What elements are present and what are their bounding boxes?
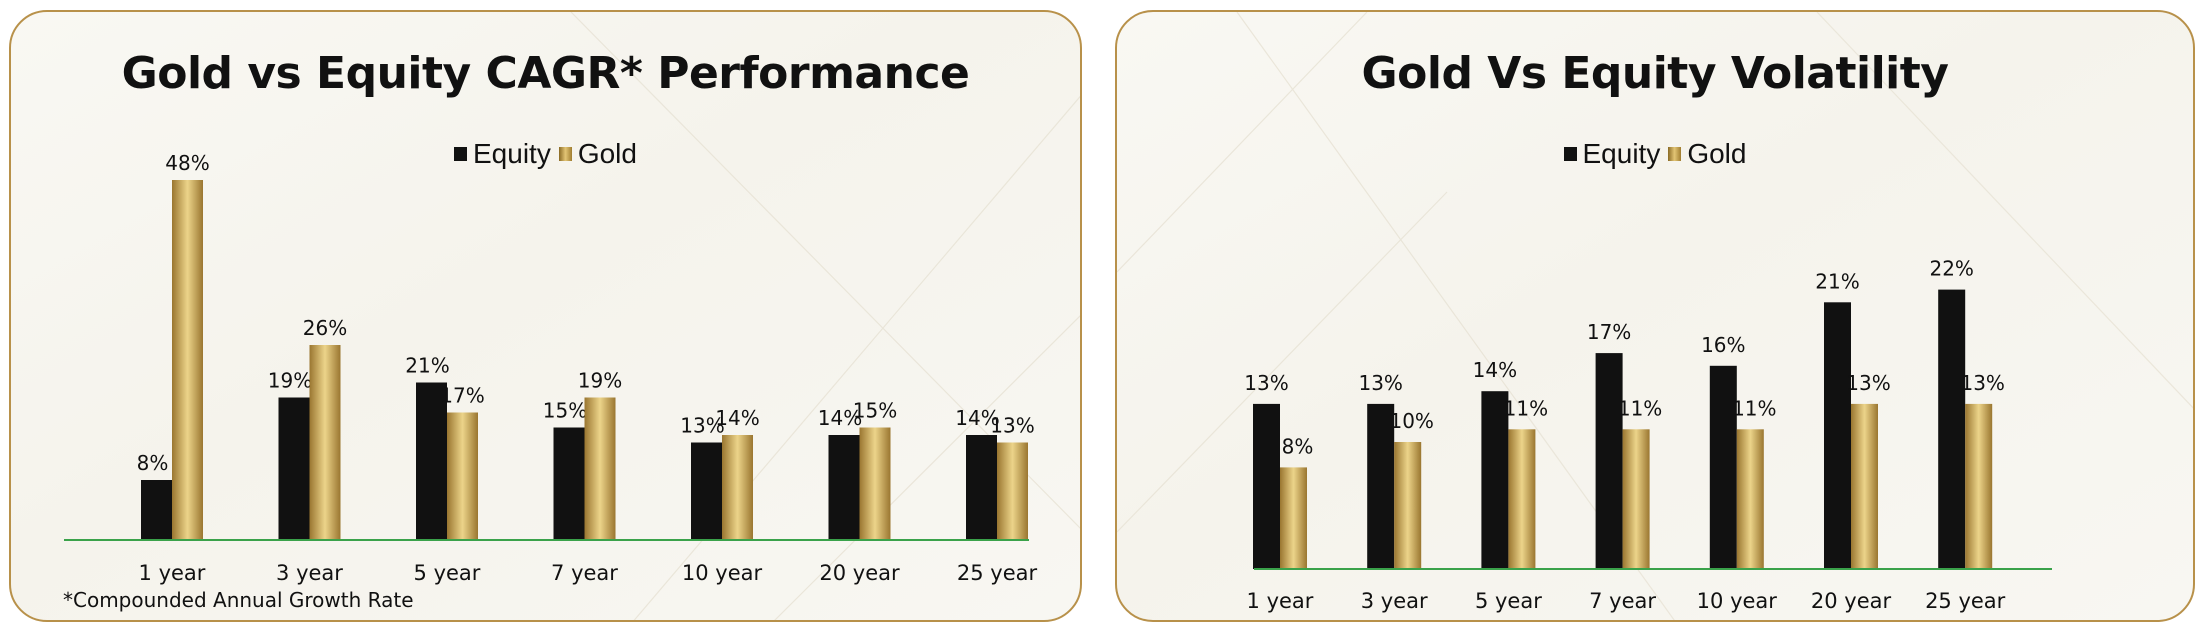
gold-bar-7-year: [1622, 429, 1650, 569]
equity-data-label-20-year: 14%: [818, 406, 862, 430]
equity-bar-3-year: [278, 397, 310, 540]
gold-data-label-3-year: 10%: [1389, 409, 1433, 433]
x-tick-label-25-year: 25 year: [1925, 589, 2006, 613]
gold-data-label-5-year: 11%: [1504, 396, 1548, 420]
gold-data-label-10-year: 14%: [715, 406, 759, 430]
equity-bar-10-year: [1709, 365, 1737, 569]
gold-data-label-1-year: 48%: [165, 151, 209, 175]
gold-bar-5-year: [1508, 429, 1536, 569]
x-tick-label-5-year: 5 year: [414, 561, 481, 585]
equity-data-label-1-year: 8%: [137, 451, 169, 475]
x-tick-label-1-year: 1 year: [139, 561, 206, 585]
x-tick-label-20-year: 20 year: [819, 561, 900, 585]
legend-label-gold: Gold: [577, 138, 637, 169]
gold-bar-7-year: [584, 397, 616, 540]
equity-swatch: [1563, 147, 1577, 161]
gold-data-label-1-year: 8%: [1282, 434, 1314, 458]
x-tick-label-7-year: 7 year: [1589, 589, 1656, 613]
equity-data-label-25-year: 14%: [955, 406, 999, 430]
cagr-bar-chart: 8% 48% 1 year 19% 26% 3 year 21% 17% 5 year 15% 19…: [64, 151, 1038, 585]
legend-label-equity: Equity: [473, 138, 551, 169]
cagr-chart-panel: Gold vs Equity CAGR* Performance Equity …: [9, 10, 1082, 622]
x-tick-label-7-year: 7 year: [551, 561, 618, 585]
gold-data-label-20-year: 13%: [1846, 371, 1890, 395]
equity-bar-20-year: [1824, 302, 1851, 569]
equity-data-label-10-year: 16%: [1701, 333, 1745, 357]
equity-data-label-10-year: 13%: [680, 414, 724, 438]
gold-bar-25-year: [1965, 403, 1993, 569]
legend-label-equity: Equity: [1582, 138, 1661, 169]
equity-bar-1-year: [141, 480, 172, 540]
legend-item-equity: Equity: [1563, 138, 1661, 170]
gold-bar-3-year: [1394, 442, 1422, 569]
gold-data-label-5-year: 17%: [440, 384, 484, 408]
chart-title: Gold Vs Equity Volatility: [1361, 48, 1949, 99]
gold-bar-1-year: [172, 180, 203, 540]
volatility-chart-panel: Gold Vs Equity Volatility Equity Gold 13…: [1115, 10, 2195, 622]
gold-bar-5-year: [447, 412, 478, 540]
chart-title: Gold vs Equity CAGR* Performance: [121, 48, 970, 99]
gold-data-label-20-year: 15%: [853, 399, 897, 423]
x-tick-label-25-year: 25 year: [957, 561, 1038, 585]
equity-data-label-7-year: 15%: [543, 399, 587, 423]
equity-bar-5-year: [416, 382, 447, 540]
gold-swatch: [558, 147, 572, 161]
footnote: *Compounded Annual Growth Rate: [63, 588, 414, 612]
x-tick-label-3-year: 3 year: [1361, 589, 1428, 613]
equity-data-label-5-year: 21%: [405, 354, 449, 378]
equity-data-label-5-year: 14%: [1473, 358, 1517, 382]
gold-bar-25-year: [997, 442, 1028, 540]
x-tick-label-20-year: 20 year: [1811, 589, 1892, 613]
equity-bar-5-year: [1481, 391, 1509, 569]
equity-bar-10-year: [691, 442, 722, 540]
x-tick-label-1-year: 1 year: [1247, 589, 1314, 613]
chart-legend: Equity Gold: [1117, 138, 2193, 170]
gold-bar-20-year: [1851, 403, 1878, 569]
equity-bar-7-year: [1595, 353, 1623, 569]
equity-data-label-7-year: 17%: [1587, 320, 1631, 344]
gold-data-label-3-year: 26%: [303, 316, 347, 340]
legend-item-gold: Gold: [1668, 138, 1746, 170]
equity-data-label-25-year: 22%: [1929, 257, 1973, 281]
gold-bar-10-year: [722, 435, 753, 540]
equity-data-label-1-year: 13%: [1244, 371, 1288, 395]
equity-bar-20-year: [828, 435, 860, 540]
equity-bar-7-year: [553, 427, 585, 540]
volatility-bar-chart: 13% 8% 1 year 13% 10% 3 year 14% 11% 5 year 17% 11…: [1244, 257, 2052, 613]
equity-swatch: [454, 147, 467, 161]
gold-data-label-7-year: 19%: [578, 369, 622, 393]
legend-label-gold: Gold: [1687, 138, 1747, 169]
gold-bar-20-year: [859, 427, 891, 540]
gold-data-label-25-year: 13%: [990, 414, 1034, 438]
equity-bar-25-year: [1938, 289, 1966, 569]
equity-bar-1-year: [1253, 403, 1280, 569]
equity-data-label-3-year: 19%: [268, 369, 312, 393]
gold-bar-3-year: [309, 345, 341, 540]
x-tick-label-10-year: 10 year: [682, 561, 763, 585]
x-tick-label-5-year: 5 year: [1475, 589, 1542, 613]
gold-data-label-7-year: 11%: [1618, 396, 1662, 420]
equity-bar-25-year: [966, 435, 997, 540]
gold-bar-10-year: [1736, 429, 1764, 569]
chart-legend: Equity Gold: [11, 138, 1080, 170]
equity-data-label-20-year: 21%: [1815, 269, 1859, 293]
x-tick-label-10-year: 10 year: [1697, 589, 1778, 613]
gold-swatch: [1668, 147, 1682, 161]
equity-data-label-3-year: 13%: [1358, 371, 1402, 395]
equity-bar-3-year: [1367, 403, 1395, 569]
gold-data-label-10-year: 11%: [1732, 396, 1776, 420]
gold-data-label-25-year: 13%: [1960, 371, 2004, 395]
legend-item-equity: Equity: [454, 138, 551, 170]
x-tick-label-3-year: 3 year: [276, 561, 343, 585]
legend-item-gold: Gold: [558, 138, 637, 170]
gold-bar-1-year: [1280, 467, 1307, 569]
